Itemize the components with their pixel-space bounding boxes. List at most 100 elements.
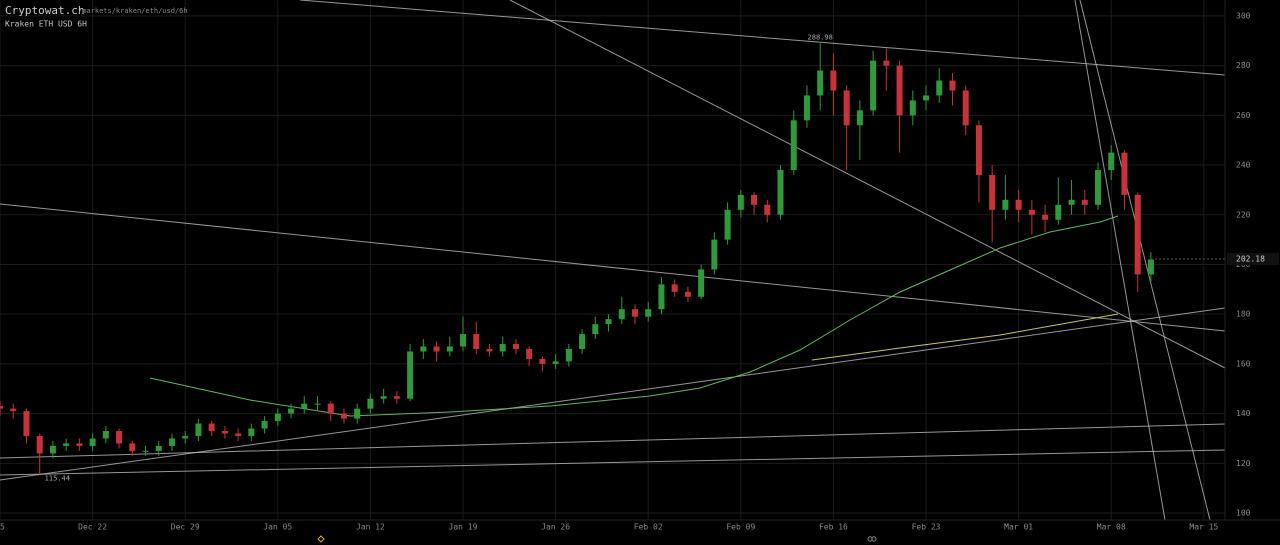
candle-body: [923, 95, 930, 101]
candle-body: [1055, 204, 1062, 220]
site-name: Cryptowat.ch: [5, 4, 84, 17]
trend-lines: [0, 0, 1226, 521]
candle-body: [168, 438, 175, 446]
candle-body: [962, 90, 969, 126]
candle-body: [433, 346, 440, 352]
candle-body: [155, 445, 162, 451]
moving-average: [149, 215, 1119, 417]
y-tick-label: 160: [1236, 359, 1251, 368]
candle-body: [261, 421, 268, 429]
candle-body: [989, 174, 996, 210]
candle-body: [1002, 199, 1009, 210]
y-tick-label: 180: [1236, 310, 1251, 319]
candle-body: [975, 125, 982, 175]
candle-body: [274, 413, 281, 422]
x-tick-label: Mar 01: [1004, 523, 1033, 532]
candle-body: [896, 65, 903, 116]
candle-body: [63, 443, 70, 446]
candle-body: [407, 351, 414, 399]
candle-body: [552, 361, 559, 364]
trend-line: [0, 203, 1226, 332]
candle-body: [737, 194, 744, 210]
candle-body: [1108, 152, 1115, 171]
candle-body: [764, 204, 771, 215]
candle-body: [23, 411, 30, 436]
candle-body: [1068, 199, 1075, 205]
candle-body: [870, 60, 877, 111]
candle-body: [221, 431, 228, 434]
candle-body: [367, 398, 374, 409]
last-price-box: [1227, 253, 1279, 266]
candle-body: [565, 348, 572, 362]
x-tick-label: Feb 16: [819, 523, 848, 532]
candle-body: [116, 431, 123, 444]
candle-body: [1134, 194, 1141, 275]
candle-body: [936, 80, 943, 96]
candle-body: [830, 70, 837, 91]
trend-line: [0, 449, 1226, 476]
x-tick-label: Mar 15: [1189, 523, 1218, 532]
candle-body: [658, 284, 665, 310]
infinity-icon[interactable]: [867, 536, 877, 542]
candle-body: [102, 431, 109, 439]
trend-line: [1079, 0, 1211, 521]
trend-line: [0, 423, 1226, 459]
candle-body: [248, 428, 255, 436]
candle-body: [909, 100, 916, 116]
marker-icon[interactable]: [317, 535, 325, 543]
candle-body: [1081, 199, 1088, 205]
grid: [0, 0, 1225, 520]
candle-body: [698, 269, 705, 297]
candle-body: [1042, 214, 1049, 220]
candle-body: [539, 358, 546, 364]
candle-body: [460, 334, 467, 347]
trend-line: [0, 307, 1226, 481]
trend-line: [1074, 0, 1166, 521]
candle-body: [1121, 152, 1128, 195]
candle-body: [340, 413, 347, 419]
y-tick-label: 240: [1236, 161, 1251, 170]
y-tick-label: 300: [1236, 11, 1251, 20]
trend-line: [299, 0, 1226, 76]
candle-body: [473, 334, 480, 349]
candle-body: [142, 450, 149, 452]
candle-body: [182, 435, 189, 439]
x-tick-label: 15: [0, 523, 5, 532]
candle-body: [486, 348, 493, 352]
candle-body: [526, 348, 533, 359]
x-tick-label: Jan 26: [541, 523, 570, 532]
candle-body: [579, 334, 586, 349]
trend-line: [509, 0, 1226, 369]
x-tick-label: Jan 19: [449, 523, 478, 532]
candle-body: [314, 403, 321, 405]
candle-body: [380, 396, 387, 399]
candle-body: [711, 239, 718, 270]
y-tick-label: 260: [1236, 111, 1251, 120]
chart-title: Kraken ETH USD 6H: [5, 20, 87, 29]
candle-body: [790, 120, 797, 171]
candle-body: [631, 309, 638, 317]
candle-body: [843, 90, 850, 126]
moving-average: [811, 313, 1119, 361]
candle-body: [195, 423, 202, 436]
y-tick-label: 140: [1236, 409, 1251, 418]
x-tick-label: Dec 22: [78, 523, 107, 532]
candle-body: [645, 309, 652, 317]
candles: [0, 43, 1154, 475]
candle-body: [49, 445, 56, 454]
candle-body: [724, 209, 731, 240]
candle-body: [1028, 209, 1035, 215]
candle-body: [354, 408, 361, 419]
candle-body: [883, 60, 890, 66]
candle-body: [420, 346, 427, 352]
candle-body: [89, 438, 96, 446]
extreme-label: 115.44: [45, 475, 70, 483]
x-tick-label: Feb 02: [634, 523, 663, 532]
candle-body: [817, 70, 824, 96]
candle-body: [235, 433, 242, 436]
candle-body: [684, 291, 691, 297]
candle-body: [76, 443, 83, 446]
candle-body: [301, 403, 308, 409]
x-tick-label: Feb 09: [726, 523, 755, 532]
